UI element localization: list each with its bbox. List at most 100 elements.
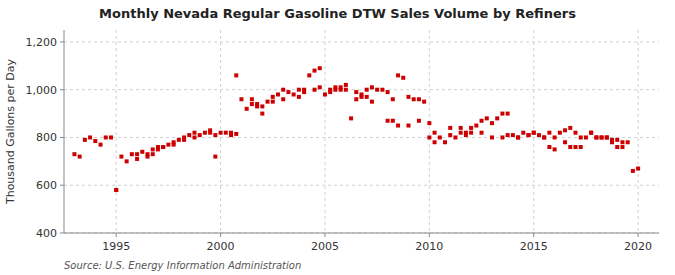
point bbox=[547, 145, 551, 149]
y-tick-label: 600 bbox=[36, 179, 57, 192]
x-tick bbox=[429, 233, 430, 237]
source-annotation: Source: U.S. Energy Information Administ… bbox=[64, 260, 301, 271]
point bbox=[490, 121, 494, 125]
x-tick-label: 2000 bbox=[207, 240, 235, 253]
x-tick-label: 2015 bbox=[520, 240, 548, 253]
point bbox=[391, 119, 395, 123]
point bbox=[417, 97, 421, 101]
x-grid-line bbox=[116, 30, 117, 233]
x-tick bbox=[220, 233, 221, 237]
point bbox=[99, 143, 103, 147]
x-tick-label: 1995 bbox=[102, 240, 130, 253]
x-tick-label: 2020 bbox=[624, 240, 652, 253]
point bbox=[260, 112, 264, 116]
point bbox=[255, 102, 259, 106]
y-tick-label: 1,200 bbox=[26, 36, 58, 49]
point bbox=[229, 131, 233, 135]
x-tick-label: 2010 bbox=[415, 240, 443, 253]
y-tick-label: 1,000 bbox=[26, 84, 58, 97]
x-tick bbox=[324, 233, 325, 237]
point bbox=[516, 135, 520, 139]
point bbox=[219, 131, 223, 135]
point bbox=[527, 133, 531, 137]
point bbox=[318, 85, 322, 89]
y-axis-line bbox=[64, 30, 65, 233]
point bbox=[459, 126, 463, 130]
y-grid-line bbox=[64, 137, 659, 138]
point bbox=[146, 152, 150, 156]
point bbox=[500, 135, 504, 139]
point bbox=[511, 133, 515, 137]
point bbox=[88, 135, 92, 139]
point bbox=[417, 119, 421, 123]
point bbox=[114, 188, 118, 192]
point bbox=[448, 133, 452, 137]
point bbox=[386, 119, 390, 123]
point bbox=[527, 133, 531, 137]
x-tick bbox=[116, 233, 117, 237]
point bbox=[161, 145, 165, 149]
point bbox=[213, 133, 217, 137]
point bbox=[375, 88, 379, 92]
point bbox=[422, 100, 426, 104]
point bbox=[135, 157, 139, 161]
point bbox=[344, 88, 348, 92]
y-tick bbox=[60, 233, 64, 234]
point bbox=[605, 135, 609, 139]
point bbox=[568, 126, 572, 130]
y-tick bbox=[60, 185, 64, 186]
point bbox=[537, 133, 541, 137]
point bbox=[427, 121, 431, 125]
point bbox=[380, 88, 384, 92]
point bbox=[391, 97, 395, 101]
point bbox=[135, 152, 139, 156]
point bbox=[239, 97, 243, 101]
point bbox=[636, 167, 640, 171]
point bbox=[469, 131, 473, 135]
point bbox=[412, 97, 416, 101]
point bbox=[177, 138, 181, 142]
point bbox=[292, 92, 296, 96]
y-tick-label: 800 bbox=[36, 131, 57, 144]
point bbox=[553, 135, 557, 139]
point bbox=[547, 131, 551, 135]
title: Monthly Nevada Regular Gasoline DTW Sale… bbox=[99, 6, 576, 21]
y-tick bbox=[60, 41, 64, 42]
point bbox=[542, 135, 546, 139]
point bbox=[250, 97, 254, 101]
point bbox=[339, 88, 343, 92]
point bbox=[323, 92, 327, 96]
point bbox=[365, 88, 369, 92]
x-tick bbox=[638, 233, 639, 237]
grid bbox=[64, 30, 659, 233]
x-tick-label: 2005 bbox=[311, 240, 339, 253]
point bbox=[313, 69, 317, 73]
point bbox=[365, 95, 369, 99]
point bbox=[485, 116, 489, 120]
point bbox=[354, 90, 358, 94]
point bbox=[401, 76, 405, 80]
point bbox=[234, 73, 238, 77]
point bbox=[114, 188, 118, 192]
point bbox=[349, 116, 353, 120]
point bbox=[474, 124, 478, 128]
point bbox=[620, 145, 624, 149]
point bbox=[234, 132, 238, 136]
point bbox=[500, 112, 504, 116]
point bbox=[271, 95, 275, 99]
point bbox=[396, 124, 400, 128]
point bbox=[125, 159, 129, 163]
point bbox=[370, 85, 374, 89]
point bbox=[396, 73, 400, 77]
point bbox=[198, 133, 202, 137]
point bbox=[130, 152, 134, 156]
point bbox=[156, 147, 160, 151]
point bbox=[161, 145, 165, 149]
y-tick bbox=[60, 89, 64, 90]
point bbox=[558, 131, 562, 135]
axes: 4006008001,0001,200199520002005201020152… bbox=[26, 30, 660, 253]
point bbox=[354, 97, 358, 101]
chart-svg: Monthly Nevada Regular Gasoline DTW Sale… bbox=[0, 0, 675, 275]
point bbox=[203, 131, 207, 135]
point bbox=[438, 135, 442, 139]
